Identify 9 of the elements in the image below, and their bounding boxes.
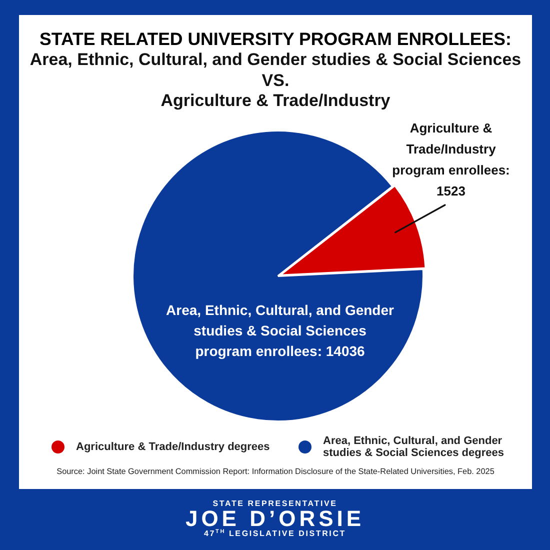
chart-subtitle: Area, Ethnic, Cultural, and Gender studies & Social Sciences VS. Agriculture & Trade/Industry [30,50,522,112]
text: 47$^{TH}$ LEGISLATIVE DISTRICT [204,528,346,539]
legend-label: Agriculture & Trade/Industry degrees [76,441,270,454]
source-note: Source: Joint State Government Commission Report: Information Disclosure of the State-Related Universities, Feb. 2025 [56,466,494,478]
data-label: Agriculture & Trade/Industry program enrollees: 1523 [392,120,510,199]
text: STATE REPRESENTATIVE [212,499,338,509]
chart-title: STATE RELATED UNIVERSITY PROGRAM ENROLLEES: [40,29,512,49]
data-label: Area, Ethnic, Cultural, and Gender studies & Social Sciences program enrollees: 14036 [166,302,395,359]
legend-label: Area, Ethnic, Cultural, and Gender studies & Social Sciences degrees [323,435,504,460]
